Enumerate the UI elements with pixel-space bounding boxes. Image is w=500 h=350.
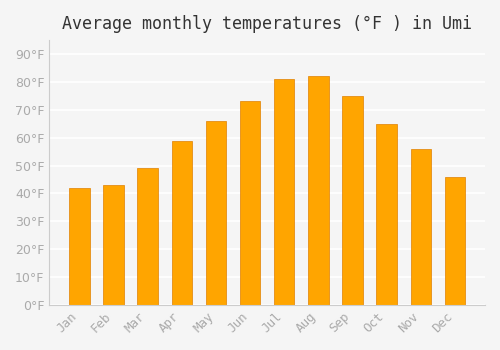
Title: Average monthly temperatures (°F ) in Umi: Average monthly temperatures (°F ) in Um… (62, 15, 472, 33)
Bar (444, 177, 465, 305)
Bar (172, 140, 192, 305)
Bar (410, 149, 431, 305)
Bar (138, 168, 158, 305)
Bar (69, 188, 89, 305)
Bar (308, 76, 328, 305)
Bar (376, 124, 397, 305)
Bar (206, 121, 226, 305)
Bar (240, 102, 260, 305)
Bar (274, 79, 294, 305)
Bar (342, 96, 363, 305)
Bar (104, 185, 124, 305)
